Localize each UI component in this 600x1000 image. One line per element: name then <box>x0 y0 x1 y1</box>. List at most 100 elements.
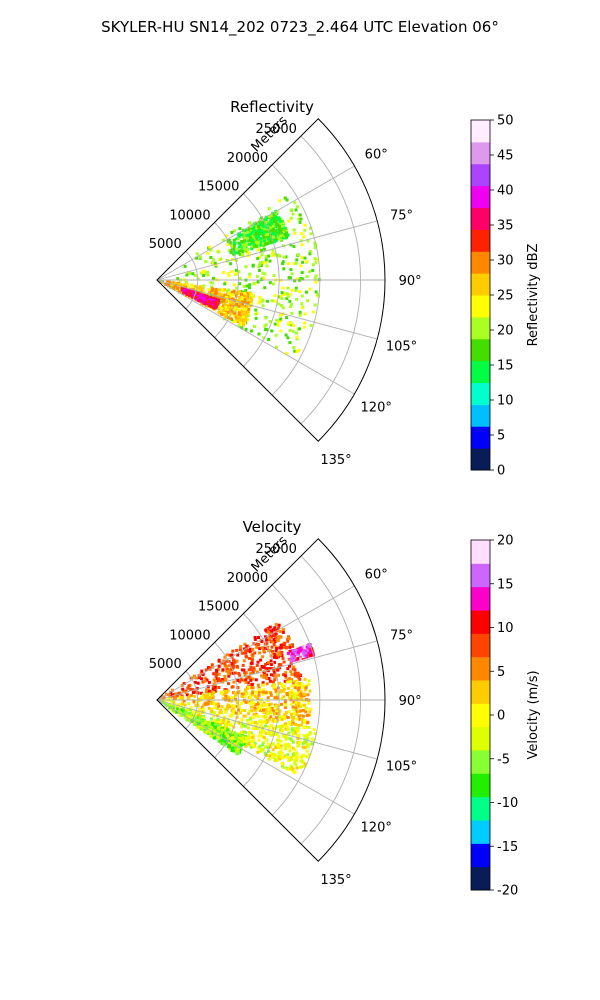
echo-gate <box>247 712 251 716</box>
echo-gate <box>267 661 271 664</box>
colorbar-segment <box>471 404 490 427</box>
echo-gate <box>291 770 295 774</box>
echo-gate <box>237 689 241 693</box>
azimuth-tick-label: 75° <box>390 629 413 644</box>
echo-gate <box>262 720 266 724</box>
echo-gate <box>303 764 307 768</box>
echo-gate <box>294 763 298 767</box>
echo-gate <box>249 731 253 735</box>
echo-gate <box>301 277 305 281</box>
echo-gate <box>288 341 292 345</box>
echo-gate <box>244 293 248 297</box>
echo-gate <box>292 681 295 685</box>
colorbar-segment <box>471 866 490 891</box>
echo-gate <box>229 714 233 718</box>
echo-gate <box>185 718 189 722</box>
echo-gate <box>274 753 278 757</box>
echo-gate <box>245 736 249 740</box>
colorbar-segment <box>471 448 490 471</box>
echo-gate <box>239 316 243 319</box>
reflectivity-panel: Reflectivity 500010000150002000025000Met… <box>149 98 541 479</box>
echo-gate <box>237 270 241 274</box>
echo-gate <box>264 225 268 229</box>
echo-gate <box>287 657 291 661</box>
echo-gate <box>272 717 275 721</box>
echo-gate <box>176 286 179 290</box>
echo-gate <box>294 289 298 292</box>
echo-gate <box>316 258 320 262</box>
echo-gate <box>290 712 294 716</box>
echo-gate <box>260 248 263 252</box>
colorbar-segment <box>471 796 490 821</box>
azimuth-spoke <box>156 699 378 760</box>
range-tick-label: 5000 <box>149 657 182 672</box>
echo-gate <box>248 242 252 246</box>
echo-gate <box>270 329 274 333</box>
echo-gate <box>273 683 277 687</box>
echo-gate <box>219 718 223 722</box>
echo-gate <box>274 219 278 223</box>
range-tick-label: 10000 <box>169 628 210 643</box>
echo-gate <box>221 668 225 672</box>
echo-gate <box>238 249 242 253</box>
range-tick-label: 25000 <box>256 122 297 137</box>
echo-gate <box>258 298 262 302</box>
colorbar-segment <box>471 338 490 362</box>
echo-gate <box>261 690 265 694</box>
echo-gate <box>239 318 243 322</box>
echo-gate <box>244 265 248 269</box>
echo-gate <box>284 722 287 726</box>
echo-gate <box>276 744 280 747</box>
azimuth-tick-label: 120° <box>361 401 392 416</box>
echo-gate <box>312 738 316 742</box>
echo-gate <box>229 306 233 310</box>
echo-gate <box>226 296 230 300</box>
echo-gate <box>306 299 310 303</box>
echo-gate <box>280 718 284 721</box>
echo-gate <box>196 277 200 281</box>
echo-gate <box>181 284 185 288</box>
echo-gate <box>264 238 268 242</box>
echo-gate <box>277 666 281 670</box>
echo-gate <box>267 730 271 733</box>
echo-gate <box>293 671 297 675</box>
echo-gate <box>303 692 307 696</box>
echo-gate <box>230 231 234 234</box>
echo-gate <box>292 700 296 704</box>
echo-gate <box>266 696 270 700</box>
echo-gate <box>304 698 308 701</box>
echo-gate <box>305 739 309 743</box>
echo-gate <box>286 336 290 340</box>
echo-gate <box>284 675 288 679</box>
echo-gate <box>226 316 230 319</box>
range-tick-label: 10000 <box>169 208 210 223</box>
echo-gate <box>285 231 289 235</box>
echo-gate <box>257 690 261 694</box>
echo-gate <box>303 312 307 316</box>
echo-gate <box>239 645 243 649</box>
echo-gate <box>196 715 200 719</box>
echo-gate <box>236 653 240 657</box>
echo-gate <box>240 304 244 308</box>
echo-gate <box>264 218 268 222</box>
echo-gate <box>294 706 298 710</box>
echo-gate <box>206 722 210 726</box>
echo-gate <box>178 711 182 715</box>
echo-gate <box>190 294 194 298</box>
velocity-panel: Velocity 500010000150002000025000Meters … <box>149 518 541 899</box>
echo-gate <box>233 742 237 746</box>
echo-gate <box>197 676 201 680</box>
echo-gate <box>239 743 243 747</box>
echo-gate <box>295 753 299 757</box>
echo-gate <box>252 743 256 747</box>
echo-gate <box>199 725 203 729</box>
echo-gate <box>252 226 256 230</box>
echo-gate <box>236 678 240 682</box>
echo-gate <box>280 231 284 235</box>
echo-gate <box>257 269 261 272</box>
echo-gate <box>211 303 215 307</box>
echo-gate <box>295 297 299 301</box>
echo-gate <box>285 292 289 296</box>
